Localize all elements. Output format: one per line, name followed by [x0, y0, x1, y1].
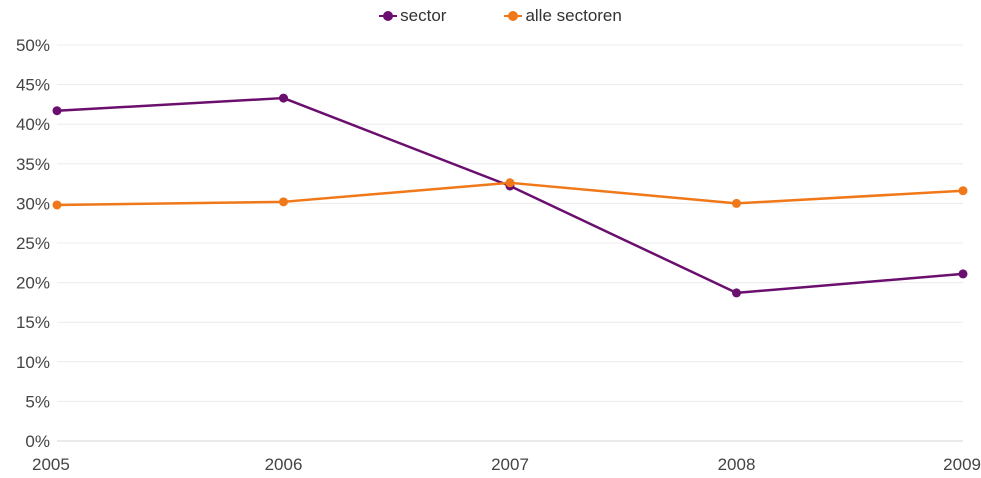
data-point-sector[interactable]: [958, 269, 968, 279]
x-axis: 2005 2006 2007 2008 2009: [32, 440, 981, 474]
data-point-alle-sectoren[interactable]: [279, 197, 288, 207]
x-tick-label: 2008: [718, 455, 756, 474]
y-tick-label: 25%: [16, 234, 50, 253]
data-point-alle-sectoren[interactable]: [958, 186, 968, 196]
legend-label-alle-sectoren: alle sectoren: [525, 6, 622, 25]
chart-legend: sector alle sectoren: [10, 6, 981, 26]
legend-marker-alle-sectoren: [504, 10, 523, 22]
legend-marker-sector: [379, 10, 398, 22]
series-alle-sectoren: [52, 178, 968, 210]
data-point-sector[interactable]: [52, 106, 62, 116]
y-tick-label: 50%: [16, 36, 50, 55]
y-tick-label: 0%: [25, 432, 50, 451]
legend-dot-sector: [383, 11, 394, 21]
x-tick-label: 2006: [265, 455, 303, 474]
y-tick-label: 20%: [16, 274, 50, 293]
y-tick-label: 35%: [16, 155, 50, 174]
x-tick-label: 2007: [491, 455, 529, 474]
legend-dot-alle-sectoren: [508, 11, 519, 21]
series-line-sector: [56, 96, 964, 295]
x-tick-label: 2005: [32, 455, 70, 474]
y-tick-label: 40%: [16, 115, 50, 134]
data-point-alle-sectoren[interactable]: [732, 198, 741, 208]
legend-label-sector: sector: [400, 6, 447, 25]
data-point-alle-sectoren[interactable]: [52, 200, 62, 210]
grid-lines: [57, 44, 963, 442]
y-tick-label: 45%: [16, 76, 50, 95]
x-tick-label: 2009: [943, 455, 981, 474]
y-tick-label: 10%: [16, 353, 50, 372]
series-layer: [52, 93, 968, 298]
y-axis: 0% 5% 10% 15% 20% 25% 30% 35% 40% 45% 50%: [16, 36, 50, 451]
y-tick-label: 5%: [25, 392, 50, 411]
legend-item-alle-sectoren[interactable]: alle sectoren: [504, 6, 622, 26]
legend-item-sector[interactable]: sector: [379, 6, 446, 26]
data-point-sector[interactable]: [732, 288, 741, 298]
y-tick-label: 30%: [16, 194, 50, 213]
data-point-sector[interactable]: [279, 93, 288, 103]
y-tick-label: 15%: [16, 313, 50, 332]
data-point-alle-sectoren[interactable]: [505, 178, 515, 188]
